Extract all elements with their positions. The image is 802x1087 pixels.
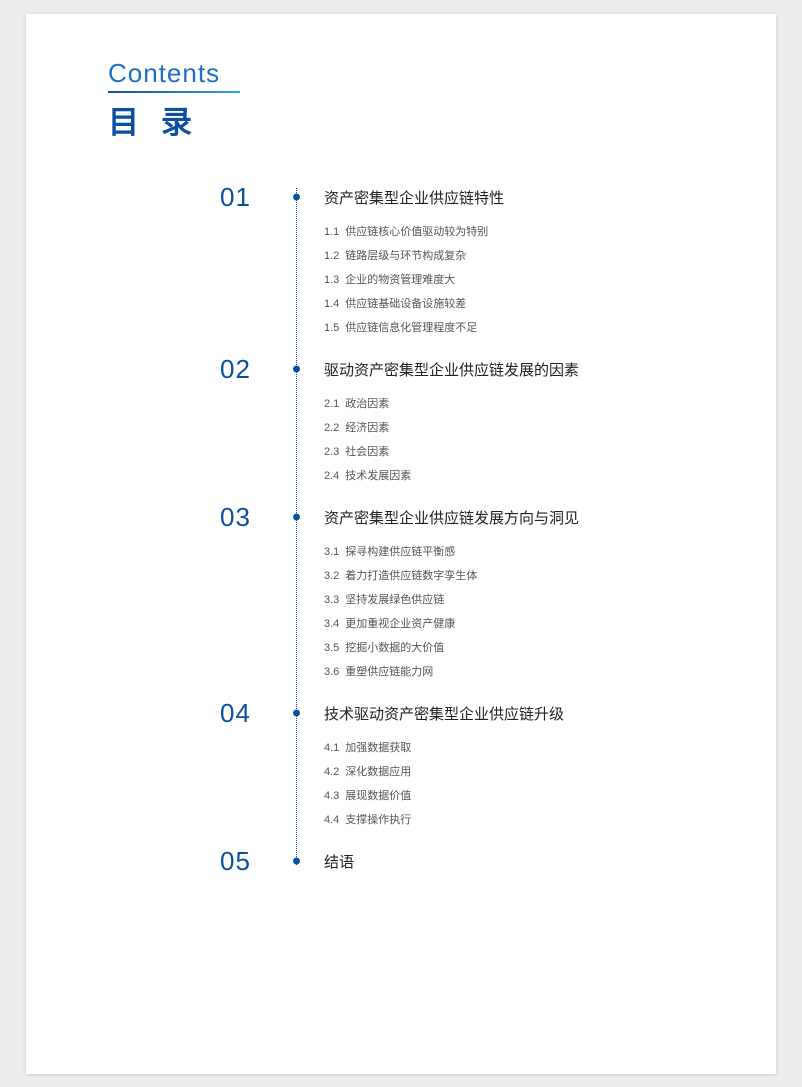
subsection-number: 3.4 — [324, 618, 339, 630]
subsection-item: 2.2 经济因素 — [324, 423, 716, 434]
subsection-title: 支撑操作执行 — [345, 814, 411, 826]
subsection-title: 重塑供应链能力网 — [345, 666, 433, 678]
subsection-item: 4.4 支撑操作执行 — [324, 815, 716, 826]
subsection-number: 3.2 — [324, 570, 339, 582]
subsection-title: 社会因素 — [345, 446, 389, 458]
section-title: 结语 — [324, 851, 354, 872]
toc-header: Contents 目录 — [108, 58, 716, 142]
section-number: 05 — [220, 846, 282, 877]
subsection-title: 供应链核心价值驱动较为特别 — [345, 226, 488, 238]
section-number: 01 — [220, 182, 282, 213]
subsection-item: 1.3 企业的物资管理难度大 — [324, 275, 716, 286]
section-number: 02 — [220, 354, 282, 385]
section-number: 03 — [220, 502, 282, 533]
subsection-number: 3.6 — [324, 666, 339, 678]
subsection-number: 3.1 — [324, 546, 339, 558]
subsection-title: 企业的物资管理难度大 — [345, 274, 455, 286]
header-chinese: 目录 — [108, 97, 716, 142]
header-english: Contents — [108, 58, 220, 91]
subsection-number: 2.1 — [324, 398, 339, 410]
section-title: 技术驱动资产密集型企业供应链升级 — [324, 703, 564, 724]
subsection-number: 1.2 — [324, 250, 339, 262]
subsection-number: 1.4 — [324, 298, 339, 310]
toc-section: 03 资产密集型企业供应链发展方向与洞见 3.1 探寻构建供应链平衡感 3.2 着力打造供… — [220, 502, 716, 678]
subsection-item: 4.2 深化数据应用 — [324, 767, 716, 778]
subsection-title: 探寻构建供应链平衡感 — [345, 546, 455, 558]
timeline-dot-icon — [293, 710, 300, 717]
subsection-item: 3.4 更加重视企业资产健康 — [324, 619, 716, 630]
subsection-item: 3.3 坚持发展绿色供应链 — [324, 595, 716, 606]
subsection-number: 4.3 — [324, 790, 339, 802]
timeline-dot-icon — [293, 194, 300, 201]
toc-section: 04 技术驱动资产密集型企业供应链升级 4.1 加强数据获取 4.2 深化数据应用 4.3 展… — [220, 698, 716, 826]
subsection-number: 2.3 — [324, 446, 339, 458]
section-title: 资产密集型企业供应链特性 — [324, 187, 504, 208]
subsection-title: 加强数据获取 — [345, 742, 411, 754]
subsection-title: 技术发展因素 — [345, 470, 411, 482]
subsection-title: 经济因素 — [345, 422, 389, 434]
subsection-number: 1.3 — [324, 274, 339, 286]
subsection-title: 深化数据应用 — [345, 766, 411, 778]
toc-section-row: 01 资产密集型企业供应链特性 — [220, 182, 716, 213]
subsection-number: 1.1 — [324, 226, 339, 238]
subsection-number: 4.1 — [324, 742, 339, 754]
subsection-title: 供应链基础设备设施较差 — [345, 298, 466, 310]
subsection-item: 2.4 技术发展因素 — [324, 471, 716, 482]
toc-section-row: 02 驱动资产密集型企业供应链发展的因素 — [220, 354, 716, 385]
toc-section-row: 03 资产密集型企业供应链发展方向与洞见 — [220, 502, 716, 533]
subsection-item: 3.2 着力打造供应链数字孪生体 — [324, 571, 716, 582]
subsection-item: 2.1 政治因素 — [324, 399, 716, 410]
subsection-number: 2.2 — [324, 422, 339, 434]
subsection-number: 4.4 — [324, 814, 339, 826]
subsection-title: 展现数据价值 — [345, 790, 411, 802]
subsection-number: 1.5 — [324, 322, 339, 334]
subsection-item: 2.3 社会因素 — [324, 447, 716, 458]
subsection-title: 链路层级与环节构成复杂 — [345, 250, 466, 262]
subsection-title: 更加重视企业资产健康 — [345, 618, 455, 630]
subsection-number: 4.2 — [324, 766, 339, 778]
subsection-number: 3.3 — [324, 594, 339, 606]
timeline-dot-icon — [293, 514, 300, 521]
subsection-title: 供应链信息化管理程度不足 — [345, 322, 477, 334]
toc-section: 01 资产密集型企业供应链特性 1.1 供应链核心价值驱动较为特别 1.2 链路层级与环节… — [220, 182, 716, 334]
subsection-item: 1.1 供应链核心价值驱动较为特别 — [324, 227, 716, 238]
timeline-dot-icon — [293, 366, 300, 373]
subsection-number: 2.4 — [324, 470, 339, 482]
section-number: 04 — [220, 698, 282, 729]
subsection-list: 1.1 供应链核心价值驱动较为特别 1.2 链路层级与环节构成复杂 1.3 企业的物资管理… — [324, 227, 716, 334]
subsection-item: 1.5 供应链信息化管理程度不足 — [324, 323, 716, 334]
table-of-contents: 01 资产密集型企业供应链特性 1.1 供应链核心价值驱动较为特别 1.2 链路层级与环节… — [220, 176, 716, 877]
subsection-title: 坚持发展绿色供应链 — [345, 594, 444, 606]
subsection-item: 1.4 供应链基础设备设施较差 — [324, 299, 716, 310]
subsection-item: 3.6 重塑供应链能力网 — [324, 667, 716, 678]
subsection-item: 4.3 展现数据价值 — [324, 791, 716, 802]
toc-section: 02 驱动资产密集型企业供应链发展的因素 2.1 政治因素 2.2 经济因素 2.3 社会因素… — [220, 354, 716, 482]
subsection-item: 3.5 挖掘小数据的大价值 — [324, 643, 716, 654]
timeline-dot-icon — [293, 858, 300, 865]
subsection-list: 2.1 政治因素 2.2 经济因素 2.3 社会因素 2.4 技术发展因素 — [324, 399, 716, 482]
subsection-title: 着力打造供应链数字孪生体 — [345, 570, 477, 582]
subsection-item: 4.1 加强数据获取 — [324, 743, 716, 754]
subsection-number: 3.5 — [324, 642, 339, 654]
subsection-list: 3.1 探寻构建供应链平衡感 3.2 着力打造供应链数字孪生体 3.3 坚持发展绿色供应链… — [324, 547, 716, 678]
section-title: 驱动资产密集型企业供应链发展的因素 — [324, 359, 579, 380]
toc-section-row: 05 结语 — [220, 846, 716, 877]
subsection-title: 政治因素 — [345, 398, 389, 410]
toc-section: 05 结语 — [220, 846, 716, 877]
subsection-item: 3.1 探寻构建供应链平衡感 — [324, 547, 716, 558]
section-title: 资产密集型企业供应链发展方向与洞见 — [324, 507, 579, 528]
toc-section-row: 04 技术驱动资产密集型企业供应链升级 — [220, 698, 716, 729]
page: Contents 目录 01 资产密集型企业供应链特性 1.1 供应链核心价值驱动较为… — [26, 14, 776, 1074]
subsection-title: 挖掘小数据的大价值 — [345, 642, 444, 654]
subsection-item: 1.2 链路层级与环节构成复杂 — [324, 251, 716, 262]
subsection-list: 4.1 加强数据获取 4.2 深化数据应用 4.3 展现数据价值 4.4 支撑操作执行 — [324, 743, 716, 826]
